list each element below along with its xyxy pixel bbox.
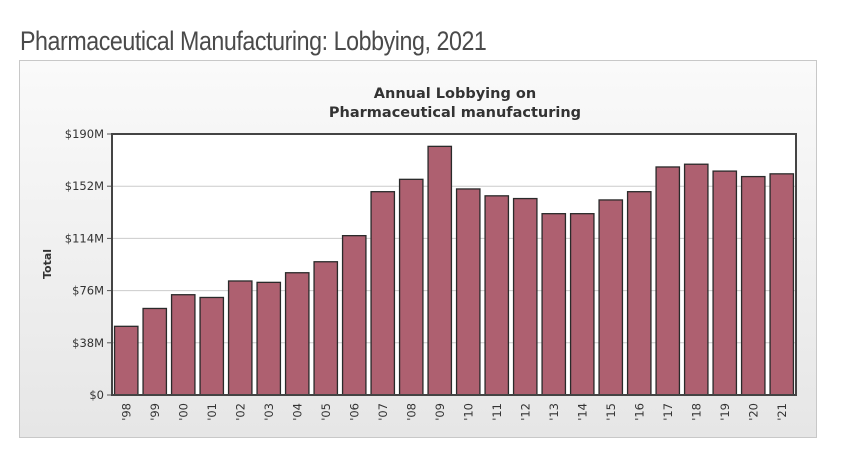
bar-chart: Annual Lobbying on Pharmaceutical manufa…	[41, 86, 797, 421]
bar-08[interactable]	[398, 178, 424, 396]
x-tick-label: '20	[746, 403, 760, 421]
bar-00[interactable]	[170, 294, 196, 396]
bar-05[interactable]	[313, 261, 339, 396]
x-tick-label: '21	[775, 403, 789, 421]
bar-11[interactable]	[484, 195, 510, 396]
y-tick-label: $152M	[65, 179, 104, 193]
plot-background	[112, 134, 796, 395]
bar-13[interactable]	[541, 213, 567, 396]
bar-98[interactable]	[113, 325, 139, 396]
bar-21[interactable]	[769, 173, 795, 396]
x-tick-label: '17	[661, 403, 675, 421]
x-tick-label: '13	[547, 403, 561, 421]
x-tick-label: '05	[319, 403, 333, 421]
bar-02[interactable]	[227, 280, 253, 396]
x-tick-label: '12	[518, 403, 532, 421]
bar-19[interactable]	[712, 170, 738, 396]
x-tick-label: '15	[604, 403, 618, 421]
x-tick-label: '01	[205, 403, 219, 421]
bar-12[interactable]	[512, 197, 538, 396]
bar-16[interactable]	[626, 191, 652, 396]
x-tick-label: '09	[433, 403, 447, 421]
y-tick-label: $190M	[65, 127, 104, 141]
x-tick-label: '06	[347, 403, 361, 421]
plot-frame	[111, 133, 797, 396]
bar-03[interactable]	[256, 281, 282, 396]
chart-title-line-2: Pharmaceutical manufacturing	[329, 105, 581, 121]
bar-15[interactable]	[598, 199, 624, 396]
y-tick-label: $0	[89, 388, 104, 402]
x-tick-label: '10	[461, 403, 475, 421]
page-title: Pharmaceutical Manufacturing: Lobbying, …	[20, 26, 487, 57]
x-tick-label: '02	[233, 403, 247, 421]
plot-area: $0 $38M $76M $114M $152M $190M '98 '99 '00 '01 '02…	[65, 127, 797, 421]
y-tick-label: $114M	[65, 231, 104, 245]
bar-17[interactable]	[655, 166, 681, 396]
bar-01[interactable]	[199, 296, 225, 396]
chart-title-line-1: Annual Lobbying on	[374, 86, 536, 102]
x-tick-label: '99	[148, 403, 162, 421]
x-tick-label: '19	[718, 403, 732, 421]
bar-10[interactable]	[455, 188, 481, 396]
y-tick-label: $38M	[72, 336, 104, 350]
x-tick-label: '11	[490, 403, 504, 421]
x-tick-label: '07	[376, 403, 390, 421]
bar-04[interactable]	[284, 272, 310, 396]
x-tick-label: '14	[575, 403, 589, 421]
bar-06[interactable]	[341, 234, 367, 396]
chart-panel: Annual Lobbying on Pharmaceutical manufa…	[19, 60, 817, 438]
bar-14[interactable]	[569, 213, 595, 396]
x-tick-label: '18	[689, 403, 703, 421]
y-tick-label: $76M	[72, 284, 104, 298]
bar-07[interactable]	[370, 191, 396, 396]
x-tick-label: '08	[404, 403, 418, 421]
x-tick-label: '98	[119, 403, 133, 421]
bar-20[interactable]	[740, 175, 766, 396]
x-tick-label: '16	[632, 403, 646, 421]
bar-18[interactable]	[683, 163, 709, 396]
x-tick-label: '00	[176, 403, 190, 421]
bar-99[interactable]	[142, 307, 168, 396]
y-axis-label: Total	[41, 249, 54, 279]
bar-09[interactable]	[427, 145, 453, 396]
x-tick-label: '03	[262, 403, 276, 421]
x-tick-label: '04	[290, 403, 304, 421]
